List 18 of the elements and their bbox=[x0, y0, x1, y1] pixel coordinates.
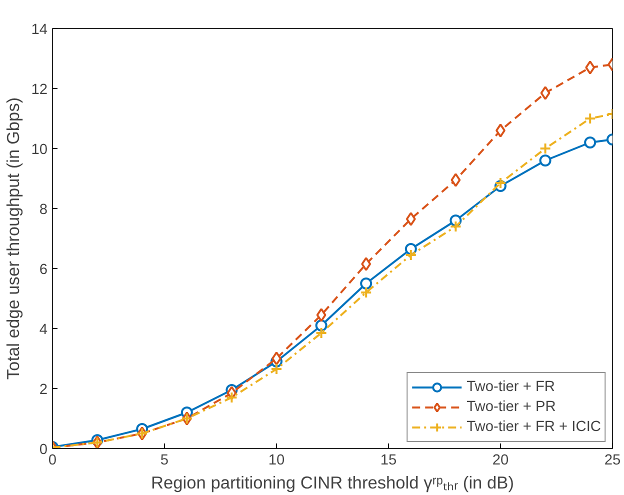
x-tick-label: 15 bbox=[380, 452, 397, 468]
x-tick-label: 5 bbox=[160, 452, 169, 468]
x-tick-label: 25 bbox=[604, 452, 621, 468]
y-tick-label: 10 bbox=[31, 142, 48, 158]
y-tick-label: 8 bbox=[39, 202, 48, 218]
legend-label: Two-tier + FR bbox=[466, 379, 555, 395]
legend-label: Two-tier + PR bbox=[466, 399, 556, 415]
x-tick-label: 20 bbox=[492, 452, 509, 468]
y-axis-title: Total edge user throughput (in Gbps) bbox=[3, 97, 24, 380]
x-axis-title: Region partitioning CINR threshold γʳᵖₜₕᵣ (in dB) bbox=[151, 472, 514, 492]
y-tick-label: 4 bbox=[39, 322, 48, 338]
y-tick-label: 6 bbox=[39, 262, 48, 278]
y-tick-label: 12 bbox=[31, 82, 48, 98]
legend-label: Two-tier + FR + ICIC bbox=[466, 419, 601, 435]
y-tick-label: 0 bbox=[39, 442, 48, 458]
y-tick-label: 14 bbox=[31, 22, 48, 38]
x-tick-label: 10 bbox=[268, 452, 285, 468]
y-tick-label: 2 bbox=[39, 382, 48, 398]
